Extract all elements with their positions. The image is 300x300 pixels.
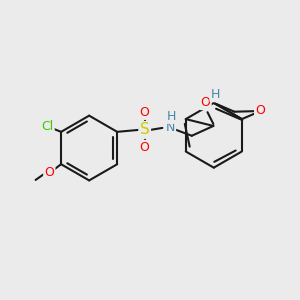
Text: N: N	[166, 122, 175, 134]
Text: S: S	[140, 122, 150, 137]
Text: O: O	[255, 104, 265, 118]
Text: H: H	[167, 110, 176, 123]
Text: O: O	[201, 96, 211, 109]
Text: O: O	[44, 166, 54, 178]
Text: Cl: Cl	[41, 120, 53, 134]
Text: O: O	[140, 106, 150, 119]
Text: O: O	[140, 141, 150, 154]
Text: H: H	[211, 88, 220, 101]
